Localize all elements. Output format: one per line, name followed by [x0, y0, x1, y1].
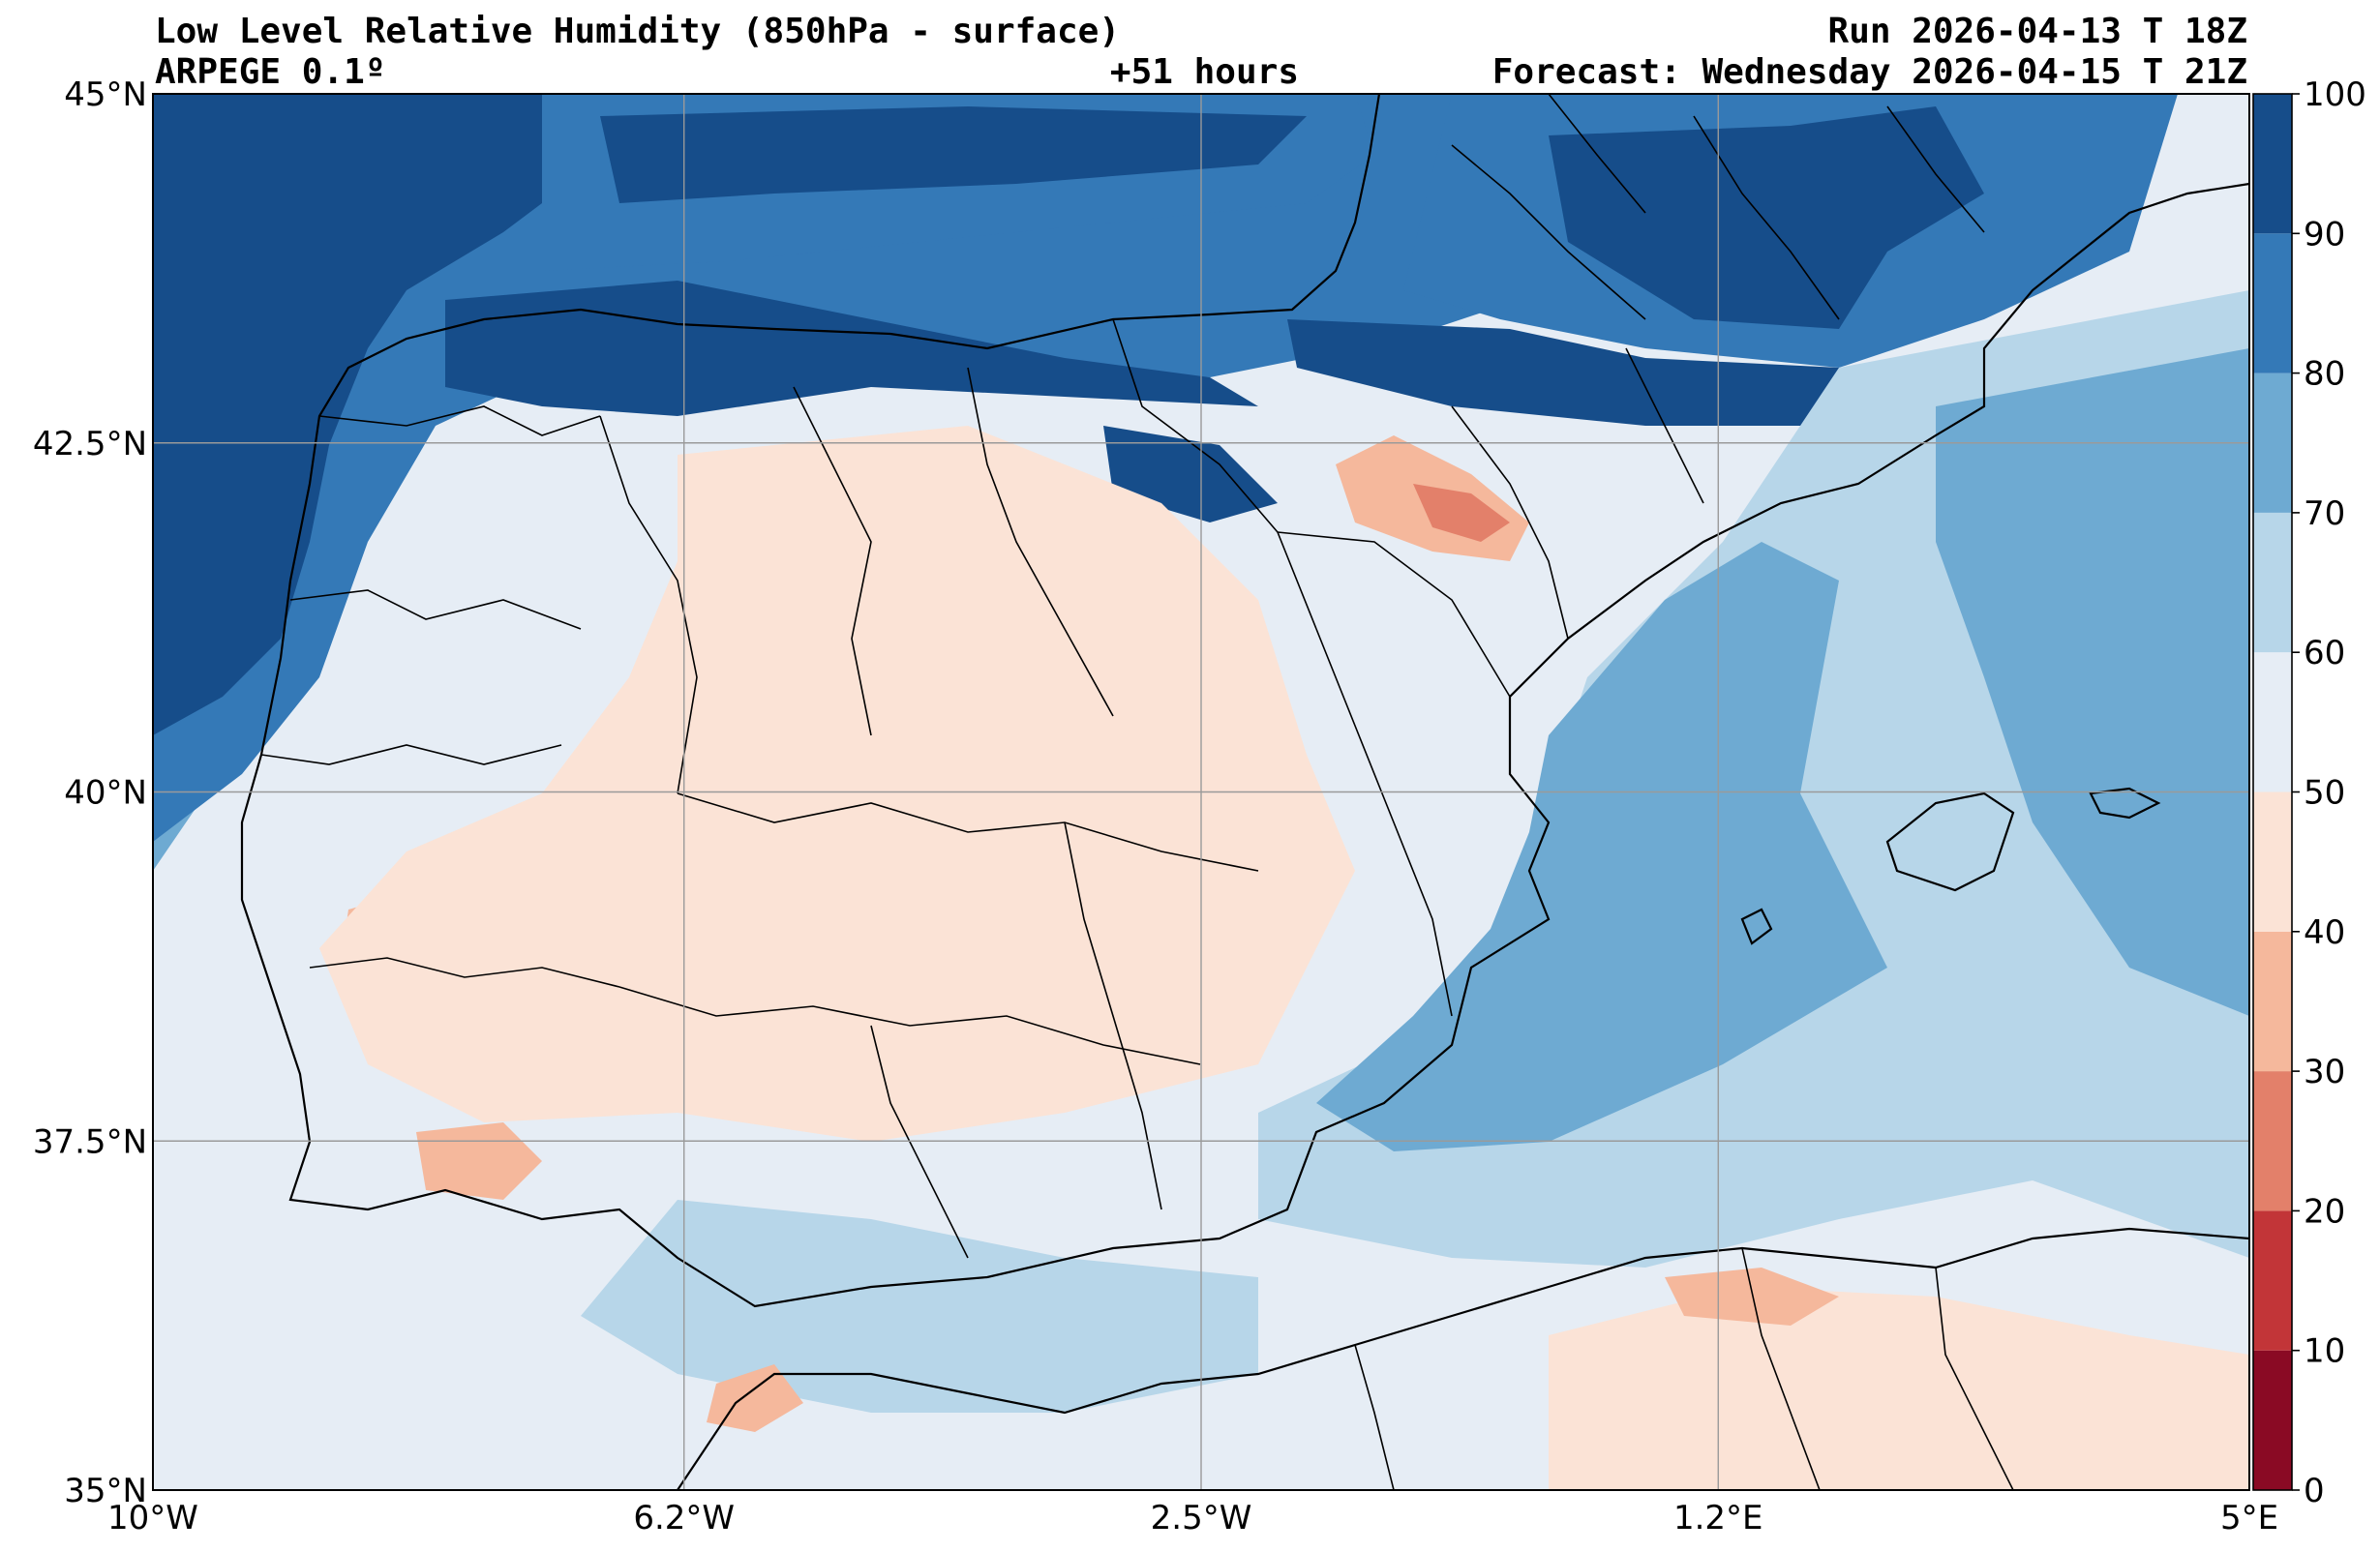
colorbar-label-0: 0	[2304, 1472, 2325, 1510]
dry-patch-guadalquivir	[416, 1122, 542, 1200]
colorbar-band-7	[2253, 373, 2292, 513]
colorbar-band-0	[2253, 1350, 2292, 1490]
model-label: ARPEGE 0.1º	[155, 52, 385, 92]
admin-borders	[260, 94, 2014, 1490]
colorbar-label-8: 80	[2304, 355, 2345, 394]
humidity-field-cantabrian	[445, 281, 1258, 416]
lon-tick-label-2: 2.5°W	[1151, 1499, 1252, 1537]
colorbar-label-7: 70	[2304, 494, 2345, 533]
lon-tick-label-1: 6.2°W	[633, 1499, 735, 1537]
colorbar-label-9: 90	[2304, 215, 2345, 254]
colorbar-band-1	[2253, 1210, 2292, 1351]
colorbar-band-5	[2253, 652, 2292, 792]
colorbar-label-3: 30	[2304, 1053, 2345, 1091]
lon-tick-label-0: 10°W	[107, 1499, 198, 1537]
dry-patch-castilla	[319, 426, 1355, 1142]
colorbar-label-6: 60	[2304, 634, 2345, 672]
colorbar-band-9	[2253, 94, 2292, 234]
colorbar-label-2: 20	[2304, 1192, 2345, 1231]
lat-tick-label-1: 42.5°N	[33, 425, 147, 463]
colorbar: 0 10 20 30 40 50 60 70 80 90 100	[2252, 75, 2366, 1510]
colorbar-band-6	[2253, 512, 2292, 653]
colorbar-band-2	[2253, 1071, 2292, 1211]
humidity-field-north-core	[153, 94, 600, 735]
colorbar-label-1: 10	[2304, 1332, 2345, 1371]
longitude-labels: 10°W 6.2°W 2.5°W 1.2°E 5°E	[107, 1499, 2278, 1537]
map-frame	[152, 93, 2250, 1491]
lat-tick-label-4: 35°N	[64, 1472, 147, 1510]
lon-tick-label-3: 1.2°E	[1673, 1499, 1763, 1537]
humidity-field-balearic-sea	[1936, 348, 2249, 1016]
humidity-field-pyrenees	[1287, 319, 1839, 426]
coastlines	[240, 94, 2249, 1490]
humidity-field-biscay-core	[600, 106, 1307, 203]
dry-patch-morocco	[707, 1364, 803, 1432]
humidity-field-france-core	[1549, 106, 1984, 329]
dry-patch-algeria	[1549, 1287, 2249, 1490]
colorbar-label-4: 40	[2304, 913, 2345, 952]
colorbar-band-4	[2253, 791, 2292, 932]
humidity-field-alboran	[581, 1200, 1258, 1413]
humidity-field-med-inner	[1316, 542, 1887, 1151]
forecast-label: Forecast: Wednesday 2026-04-15 T 21Z	[1492, 52, 2247, 92]
humidity-field-north	[153, 94, 1645, 842]
colorbar-band-8	[2253, 233, 2292, 373]
dry-patch-ebro-core	[1413, 484, 1510, 542]
dry-patch-algeria-core	[1665, 1268, 1839, 1326]
run-label: Run 2026-04-13 T 18Z	[1828, 12, 2247, 51]
lat-tick-label-0: 45°N	[64, 75, 147, 114]
colorbar-label-5: 50	[2304, 774, 2345, 813]
lead-time-label: +51 hours	[1110, 52, 1299, 92]
lat-tick-label-3: 37.5°N	[33, 1122, 147, 1161]
latitude-labels: 45°N 42.5°N 40°N 37.5°N 35°N	[33, 75, 147, 1510]
chart-title: Low Level Relative Humidity (850hPa - su…	[155, 12, 1120, 51]
lat-tick-label-2: 40°N	[64, 774, 147, 813]
colorbar-label-10: 100	[2304, 75, 2366, 114]
colorbar-band-3	[2253, 931, 2292, 1072]
lon-tick-label-4: 5°E	[2220, 1499, 2278, 1537]
